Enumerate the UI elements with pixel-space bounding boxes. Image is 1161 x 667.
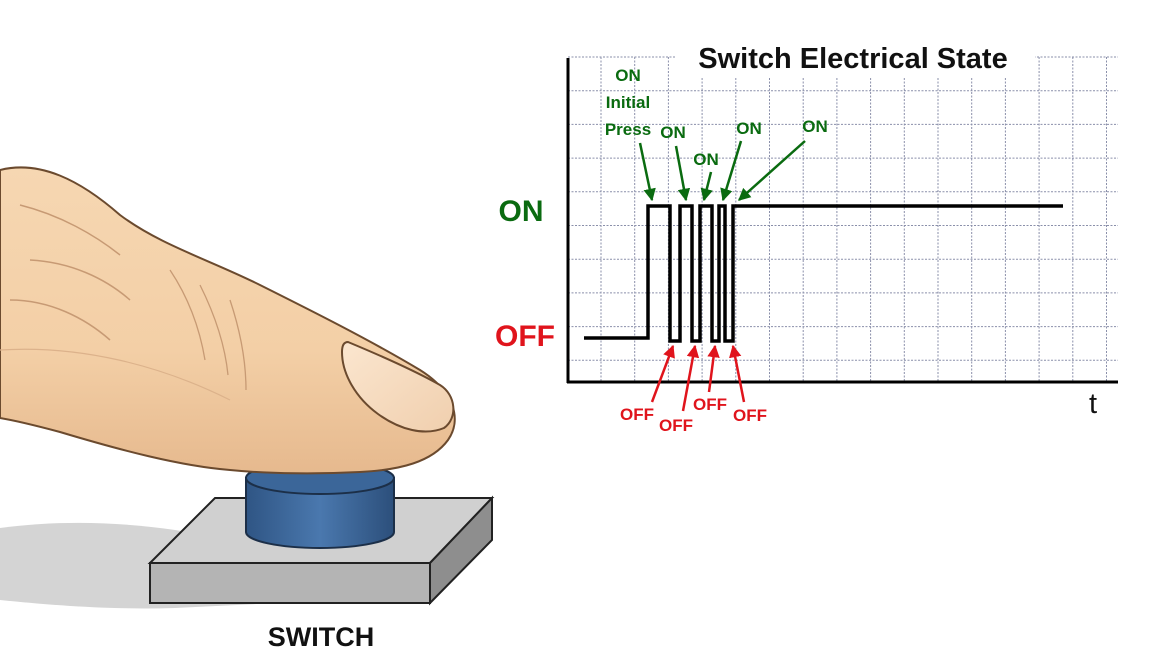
off-arrow-3	[707, 344, 720, 393]
off-annotation-4: OFF	[733, 406, 767, 425]
on-annotation-5: ON	[802, 117, 828, 136]
on-arrow-5	[738, 140, 806, 201]
off-state-label: OFF	[495, 320, 555, 353]
off-arrow-1	[650, 344, 675, 403]
on-arrow-1	[638, 142, 656, 202]
on-annotation-initial-line2: Initial	[606, 93, 650, 112]
on-annotation-initial-line3: Press	[605, 120, 651, 139]
on-arrow-2	[674, 145, 691, 202]
on-arrow-4	[720, 140, 743, 202]
chart-title-background	[675, 40, 1035, 78]
on-state-label: ON	[499, 195, 544, 228]
chart-grid	[568, 56, 1118, 382]
on-annotation-3: ON	[693, 150, 719, 169]
off-annotation-2: OFF	[659, 416, 693, 435]
off-arrow-4	[729, 344, 746, 403]
finger	[0, 166, 456, 475]
fingernail	[340, 340, 455, 433]
switch-illustration: SWITCH	[0, 166, 495, 652]
on-annotation-initial-line1: ON	[615, 66, 641, 85]
switch-caption: SWITCH	[268, 622, 374, 652]
on-arrow-3	[700, 171, 713, 202]
button-cap	[245, 461, 395, 549]
on-annotations: ON Initial Press ON ON ON ON	[605, 66, 828, 202]
off-arrow-2	[681, 344, 700, 412]
off-annotation-1: OFF	[620, 405, 654, 424]
on-annotation-2: ON	[660, 123, 686, 142]
on-annotation-4: ON	[736, 119, 762, 138]
off-annotation-3: OFF	[693, 395, 727, 414]
x-axis-label: t	[1089, 388, 1097, 420]
signal-waveform	[584, 204, 1063, 343]
chart-title: Switch Electrical State	[698, 43, 1007, 75]
off-annotations: OFF OFF OFF OFF	[620, 344, 767, 435]
timing-chart: Switch Electrical State t ON OFF ON Init…	[495, 40, 1118, 435]
